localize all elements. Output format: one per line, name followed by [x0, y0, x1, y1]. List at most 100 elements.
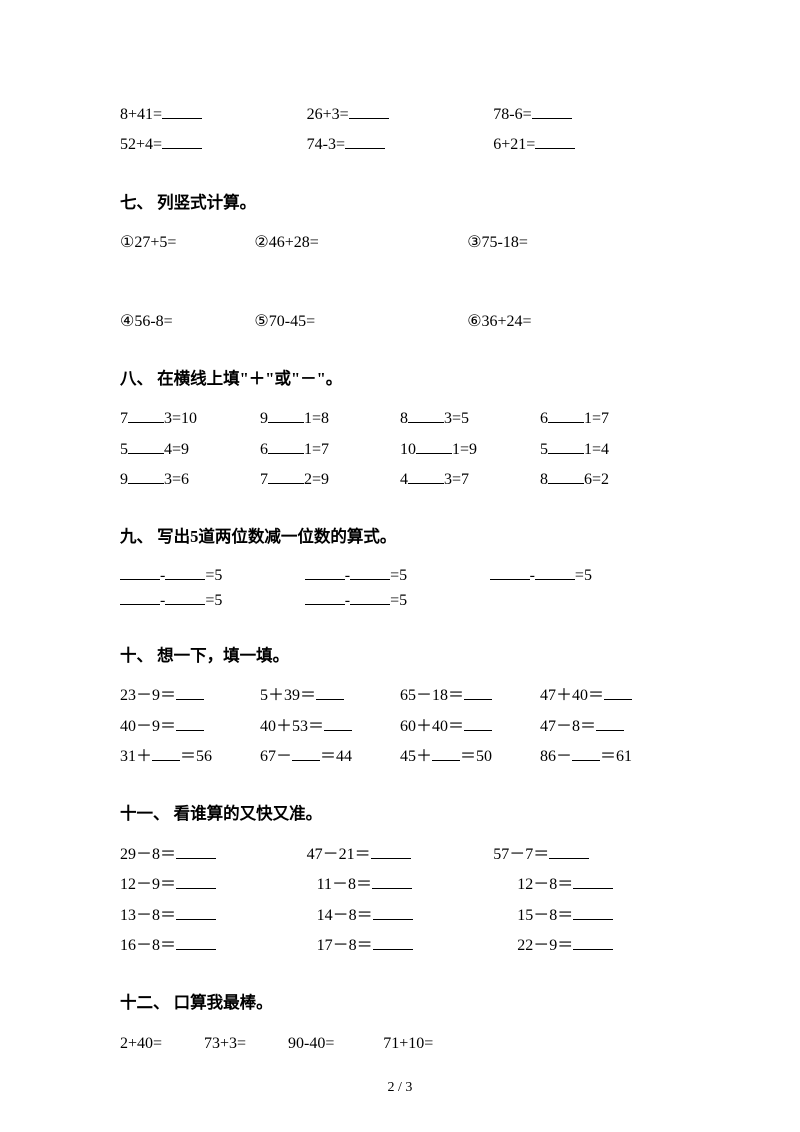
section-7-heading: 七、 列竖式计算。	[120, 187, 680, 218]
equation-row: ①27+5= ②46+28= ③75-18=	[120, 228, 680, 258]
equation-cell: 86=2	[540, 465, 680, 495]
section-11-body: 29－8＝ 47－21＝ 57－7＝ 12－9＝ 11－8＝ 12－8＝ 13－…	[120, 840, 680, 962]
answer-blank[interactable]	[596, 715, 624, 730]
equation-cell: 31＋＝56	[120, 742, 260, 772]
equation: 26+3=	[307, 106, 349, 123]
equation-cell: 71+10=	[383, 1029, 467, 1059]
equation-cell: 51=4	[540, 435, 680, 465]
answer-blank[interactable]	[162, 134, 202, 149]
answer-blank[interactable]	[535, 134, 575, 149]
answer-blank[interactable]	[292, 746, 320, 761]
equation-cell: 13－8＝	[120, 901, 307, 931]
answer-blank[interactable]	[372, 874, 412, 889]
equation-cell: 14－8＝	[307, 901, 504, 931]
equation-cell: 12－9＝	[120, 870, 307, 900]
op-blank[interactable]	[128, 469, 164, 484]
answer-blank[interactable]	[373, 935, 413, 950]
answer-blank[interactable]	[176, 715, 204, 730]
answer-blank[interactable]	[573, 874, 613, 889]
equation-row: 93=6 72=9 43=7 86=2	[120, 465, 680, 495]
answer-blank[interactable]	[176, 685, 204, 700]
equation-row: 8+41= 26+3= 78-6=	[120, 100, 680, 130]
section-6-body: 8+41= 26+3= 78-6= 52+4= 74-3= 6+21=	[120, 100, 680, 161]
answer-blank[interactable]	[464, 715, 492, 730]
num-blank[interactable]	[350, 590, 390, 605]
equation-cell: 86－＝61	[540, 742, 680, 772]
op-blank[interactable]	[268, 438, 304, 453]
num-blank[interactable]	[165, 590, 205, 605]
equation-row: 54=9 61=7 101=9 51=4	[120, 435, 680, 465]
equation-row: -=5 -=5 -=5	[120, 563, 680, 589]
equation-cell: 60＋40＝	[400, 712, 540, 742]
op-blank[interactable]	[128, 408, 164, 423]
equation-cell: -=5	[120, 588, 305, 614]
equation-row: ④56-8= ⑤70-45= ⑥36+24=	[120, 307, 680, 337]
op-blank[interactable]	[548, 469, 584, 484]
num-blank[interactable]	[120, 590, 160, 605]
answer-blank[interactable]	[604, 685, 632, 700]
answer-blank[interactable]	[176, 874, 216, 889]
answer-blank[interactable]	[573, 904, 613, 919]
work-space	[120, 259, 680, 307]
op-blank[interactable]	[268, 469, 304, 484]
answer-blank[interactable]	[316, 685, 344, 700]
equation-cell: 73=10	[120, 404, 260, 434]
equation: 8+41=	[120, 106, 162, 123]
equation-cell: 47－21＝	[307, 840, 494, 870]
num-blank[interactable]	[165, 564, 205, 579]
answer-blank[interactable]	[345, 134, 385, 149]
equation-cell: ③75-18=	[467, 228, 680, 258]
op-blank[interactable]	[408, 469, 444, 484]
answer-blank[interactable]	[549, 843, 589, 858]
equation-cell: 23－9＝	[120, 681, 260, 711]
equation-cell: -=5	[305, 563, 490, 589]
op-blank[interactable]	[548, 438, 584, 453]
equation-cell: 40＋53＝	[260, 712, 400, 742]
equation-cell: -=5	[490, 563, 675, 589]
answer-blank[interactable]	[432, 746, 460, 761]
equation-cell: 73+3=	[204, 1029, 288, 1059]
equation-cell: 2+40=	[120, 1029, 204, 1059]
op-blank[interactable]	[416, 438, 452, 453]
equation-cell: 57－7＝	[493, 840, 680, 870]
num-blank[interactable]	[305, 590, 345, 605]
answer-blank[interactable]	[373, 904, 413, 919]
op-blank[interactable]	[548, 408, 584, 423]
num-blank[interactable]	[350, 564, 390, 579]
num-blank[interactable]	[535, 564, 575, 579]
answer-blank[interactable]	[176, 935, 216, 950]
equation-cell: 15－8＝	[503, 901, 704, 931]
num-blank[interactable]	[305, 564, 345, 579]
equation: 52+4=	[120, 136, 162, 153]
num-blank[interactable]	[490, 564, 530, 579]
answer-blank[interactable]	[324, 715, 352, 730]
answer-blank[interactable]	[176, 843, 216, 858]
equation-cell: 47－8＝	[540, 712, 680, 742]
answer-blank[interactable]	[573, 935, 613, 950]
equation-cell: 17－8＝	[307, 931, 504, 961]
section-7-body: ①27+5= ②46+28= ③75-18= ④56-8= ⑤70-45= ⑥3…	[120, 228, 680, 337]
equation-row: 16－8＝ 17－8＝ 22－9＝	[120, 931, 680, 961]
answer-blank[interactable]	[464, 685, 492, 700]
answer-blank[interactable]	[532, 104, 572, 119]
equation: 74-3=	[307, 136, 345, 153]
answer-blank[interactable]	[152, 746, 180, 761]
op-blank[interactable]	[408, 408, 444, 423]
equation-cell: 67－＝44	[260, 742, 400, 772]
equation-cell: 61=7	[260, 435, 400, 465]
equation-cell: 47＋40＝	[540, 681, 680, 711]
answer-blank[interactable]	[371, 843, 411, 858]
answer-blank[interactable]	[162, 104, 202, 119]
equation-row: 29－8＝ 47－21＝ 57－7＝	[120, 840, 680, 870]
answer-blank[interactable]	[176, 904, 216, 919]
worksheet-page: 8+41= 26+3= 78-6= 52+4= 74-3= 6+21= 七、 列…	[0, 0, 800, 1132]
answer-blank[interactable]	[572, 746, 600, 761]
answer-blank[interactable]	[349, 104, 389, 119]
equation-cell: 52+4=	[120, 130, 307, 160]
equation-cell: ①27+5=	[120, 228, 254, 258]
section-10-heading: 十、 想一下，填一填。	[120, 640, 680, 671]
op-blank[interactable]	[268, 408, 304, 423]
section-8-heading: 八、 在横线上填"＋"或"－"。	[120, 363, 680, 394]
num-blank[interactable]	[120, 564, 160, 579]
op-blank[interactable]	[128, 438, 164, 453]
